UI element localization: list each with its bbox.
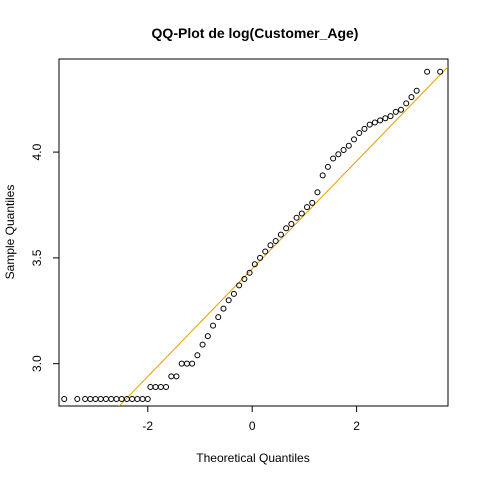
x-tick-label: 2	[353, 419, 360, 433]
data-point	[293, 214, 300, 221]
data-point	[129, 396, 136, 403]
data-point	[236, 282, 243, 289]
data-point	[288, 221, 295, 228]
data-point	[437, 68, 444, 75]
data-point	[377, 117, 384, 124]
data-point	[298, 210, 305, 217]
x-axis-label: Theoretical Quantiles	[196, 451, 309, 465]
data-point	[309, 199, 316, 206]
data-point	[189, 360, 196, 367]
data-point	[314, 189, 321, 196]
data-point	[87, 396, 94, 403]
data-point	[267, 242, 274, 249]
data-point	[387, 113, 394, 120]
data-point	[92, 396, 99, 403]
data-point	[324, 163, 331, 170]
data-point	[173, 373, 180, 380]
x-tick-label: -2	[142, 419, 153, 433]
data-point	[403, 100, 410, 107]
data-point	[257, 254, 264, 261]
data-point	[163, 383, 170, 390]
data-points	[61, 68, 444, 403]
data-point	[356, 130, 363, 137]
reference-line-group	[118, 66, 448, 406]
data-point	[147, 383, 154, 390]
data-point	[102, 396, 109, 403]
data-point	[304, 204, 311, 211]
data-point	[277, 231, 284, 238]
data-point	[251, 261, 258, 268]
data-point	[123, 396, 130, 403]
data-point	[272, 237, 279, 244]
data-point	[262, 248, 269, 255]
data-point	[215, 314, 222, 321]
data-point	[157, 383, 164, 390]
y-tick-label: 3.5	[30, 249, 44, 266]
data-point	[139, 396, 146, 403]
data-point	[113, 396, 120, 403]
data-point	[194, 352, 201, 359]
data-point	[351, 136, 358, 143]
data-point	[424, 68, 431, 75]
data-point	[183, 360, 190, 367]
data-point	[319, 172, 326, 179]
data-point	[371, 119, 378, 126]
data-point	[335, 151, 342, 158]
data-point	[283, 225, 290, 232]
data-point	[366, 121, 373, 128]
data-point	[408, 94, 415, 101]
y-tick-label: 3.0	[30, 355, 44, 372]
data-point	[340, 146, 347, 153]
data-point	[241, 276, 248, 283]
chart-title: QQ-Plot de log(Customer_Age)	[152, 25, 359, 41]
data-point	[152, 383, 159, 390]
data-point	[61, 396, 68, 403]
data-point	[82, 396, 89, 403]
data-point	[413, 87, 420, 94]
y-axis-ticks: 3.0 3.5 4.0	[30, 143, 59, 372]
data-point	[168, 373, 175, 380]
data-point	[225, 297, 232, 304]
data-point	[118, 396, 125, 403]
data-point	[220, 305, 227, 312]
data-point	[134, 396, 141, 403]
x-axis-ticks: -2 0 2	[142, 406, 360, 433]
data-point	[382, 115, 389, 122]
data-point	[330, 155, 337, 162]
data-point	[199, 341, 206, 348]
data-point	[345, 142, 352, 149]
data-point	[144, 396, 151, 403]
plot-frame	[58, 58, 449, 407]
y-tick-label: 4.0	[30, 143, 44, 160]
data-point	[204, 333, 211, 340]
data-point	[392, 108, 399, 115]
data-point	[210, 322, 217, 329]
data-point	[108, 396, 115, 403]
data-point	[246, 269, 253, 276]
qq-reference-line	[118, 66, 448, 406]
y-axis-label: Sample Quantiles	[3, 185, 17, 280]
data-point	[178, 360, 185, 367]
x-tick-label: 0	[249, 419, 256, 433]
data-point	[361, 125, 368, 132]
data-point	[74, 396, 81, 403]
data-point	[97, 396, 104, 403]
data-point	[398, 106, 405, 113]
data-point	[230, 290, 237, 297]
